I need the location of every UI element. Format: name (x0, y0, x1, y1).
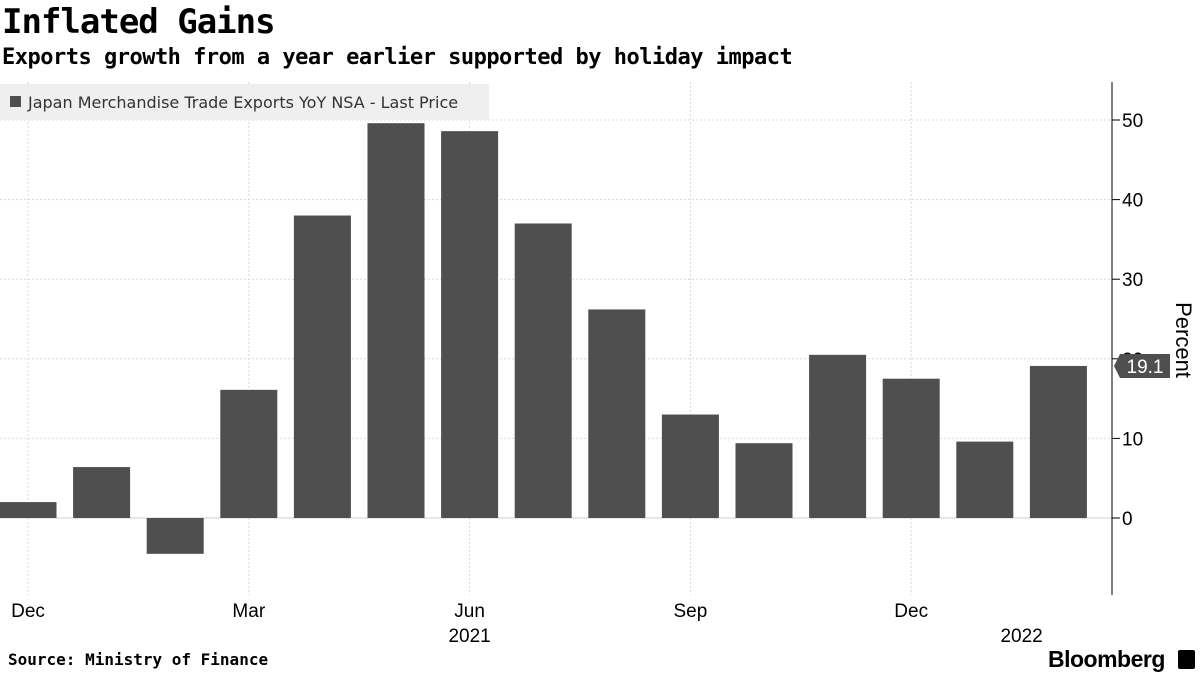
bar-feb-2021 (146, 518, 204, 554)
brand-logo-text: Bloomberg (1048, 646, 1165, 672)
bar-dec-2021 (882, 378, 940, 518)
legend-box (0, 84, 489, 120)
y-tick-label: 10 (1122, 429, 1143, 450)
bar-mar-2021 (220, 389, 278, 518)
x-year-label: 2022 (1000, 626, 1042, 647)
y-axis-title: Percent (1171, 302, 1196, 378)
bloomberg-terminal-icon (1178, 650, 1195, 669)
x-tick-label: Jun (454, 601, 485, 622)
bar-feb-2022 (1029, 365, 1087, 518)
bar-dec-2020 (0, 502, 57, 518)
legend: Japan Merchandise Trade Exports YoY NSA … (0, 84, 489, 120)
legend-label: Japan Merchandise Trade Exports YoY NSA … (27, 93, 458, 112)
legend-swatch (10, 96, 21, 107)
axes: 01020304050PercentDecMarJunSepDec2021202… (11, 82, 1196, 647)
bar-may-2021 (367, 123, 425, 519)
y-tick-label: 0 (1122, 509, 1133, 530)
last-value-label: 19.1 (1127, 357, 1164, 378)
bar-nov-2021 (809, 354, 867, 518)
bar-jul-2021 (514, 223, 572, 519)
bar-jan-2021 (73, 467, 131, 518)
bar-apr-2021 (293, 215, 351, 518)
y-tick-label: 50 (1122, 111, 1143, 132)
bar-jan-2022 (956, 441, 1014, 518)
bar-jun-2021 (441, 131, 499, 519)
y-tick-label: 40 (1122, 191, 1143, 212)
x-tick-label: Sep (673, 601, 707, 622)
x-tick-label: Dec (894, 601, 928, 622)
chart-title: Inflated Gains (2, 2, 276, 42)
bar-aug-2021 (588, 309, 646, 518)
y-tick-label: 30 (1122, 270, 1143, 291)
x-tick-label: Mar (232, 601, 265, 622)
bar-sep-2021 (661, 414, 719, 518)
x-year-label: 2021 (448, 626, 490, 647)
x-tick-label: Dec (11, 601, 45, 622)
source-note: Source: Ministry of Finance (8, 650, 269, 669)
bars (0, 123, 1087, 554)
chart-subtitle: Exports growth from a year earlier suppo… (2, 45, 793, 70)
bar-oct-2021 (735, 443, 793, 518)
last-value-marker (1114, 353, 1170, 378)
